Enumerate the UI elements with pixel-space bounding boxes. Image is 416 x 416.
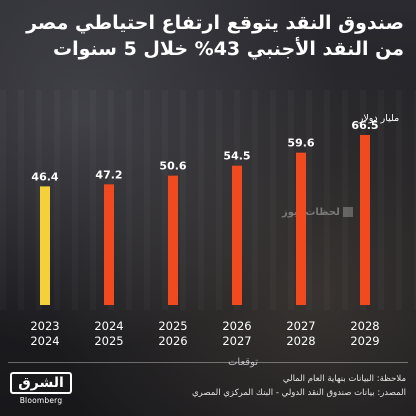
- category-label-1-0: 2024: [94, 319, 123, 333]
- bar-2: [168, 175, 178, 305]
- category-label-2-1: 2026: [158, 334, 187, 348]
- logo-main-text: الشرق: [10, 372, 72, 394]
- watermark: لحظات نيوز: [282, 207, 353, 218]
- value-label-1: 47.2: [95, 168, 122, 181]
- bar-4: [296, 152, 306, 305]
- value-label-3: 54.5: [223, 150, 250, 163]
- chart-title: صندوق النقد يتوقع ارتفاع احتياطي مصر من …: [26, 12, 404, 61]
- category-label-2-0: 2025: [158, 319, 187, 333]
- footer-note: ملاحظة: البيانات بنهاية العام المالي: [282, 374, 406, 384]
- forecast-label: توقعات: [228, 357, 259, 368]
- category-label-5-0: 2028: [350, 319, 379, 333]
- value-label-0: 46.4: [31, 170, 58, 183]
- category-label-0-0: 2023: [30, 319, 59, 333]
- category-label-4-0: 2027: [286, 319, 315, 333]
- watermark-icon: [342, 207, 353, 217]
- logo-sub-text: Bloomberg: [19, 396, 63, 405]
- footer-divider: [8, 362, 408, 363]
- category-label-3-0: 2026: [222, 319, 251, 333]
- value-label-2: 50.6: [159, 160, 186, 173]
- bar-3: [232, 165, 242, 305]
- category-label-5-1: 2029: [350, 334, 379, 348]
- value-label-4: 59.6: [287, 137, 314, 150]
- bar-0: [40, 186, 50, 305]
- logo: الشرق Bloomberg: [10, 372, 72, 408]
- value-label-5: 66.5: [351, 119, 378, 132]
- footer-source: المصدر: بيانات صندوق النقد الدولي - البن…: [191, 388, 406, 399]
- watermark-text: لحظات نيوز: [282, 207, 340, 218]
- bar-5: [360, 135, 370, 305]
- background-texture: [0, 90, 416, 310]
- bar-1: [104, 184, 114, 305]
- unit-label: مليار دولار: [358, 113, 400, 124]
- category-label-1-1: 2025: [94, 334, 123, 348]
- category-label-3-1: 2027: [222, 334, 251, 348]
- category-label-0-1: 2024: [30, 334, 59, 348]
- category-label-4-1: 2028: [286, 334, 315, 348]
- footer: ملاحظة: البيانات بنهاية العام المالي الم…: [126, 372, 406, 401]
